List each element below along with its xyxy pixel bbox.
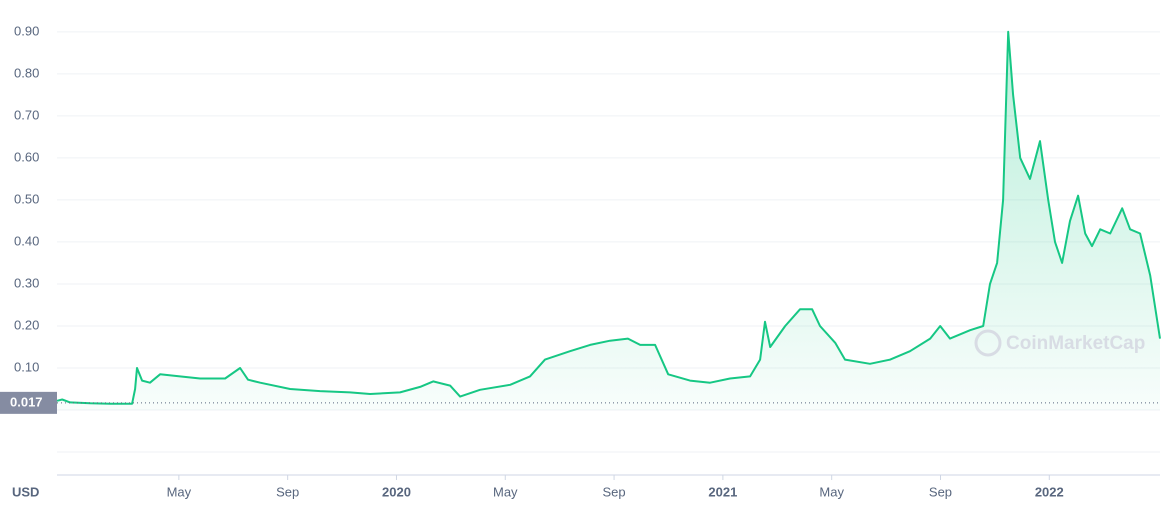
watermark-logo [974, 329, 1002, 357]
x-tick-label: Sep [276, 484, 299, 499]
y-tick-label: 0.20 [14, 317, 39, 332]
x-tick-label: May [167, 484, 192, 499]
y-tick-label: 0.90 [14, 23, 39, 38]
x-tick-label: 2021 [708, 484, 737, 499]
x-tick-label: May [493, 484, 518, 499]
x-tick-label: Sep [603, 484, 626, 499]
x-tick-label: 2022 [1035, 484, 1064, 499]
x-tick-label: Sep [929, 484, 952, 499]
price-line [56, 30, 1161, 405]
last-price-label: 0.017 [10, 394, 43, 409]
watermark: CoinMarketCap [1006, 333, 1145, 354]
y-tick-label: 0.70 [14, 107, 39, 122]
area [57, 31, 1160, 411]
x-tick-label: 2020 [382, 484, 411, 499]
y-tick-label: 0.30 [14, 275, 39, 290]
unit-label: USD [12, 484, 39, 499]
y-tick-label: 0.80 [14, 65, 39, 80]
x-tick-label: May [819, 484, 844, 499]
y-tick-label: 0.60 [14, 149, 39, 164]
last-price-box [0, 391, 57, 414]
y-tick-label: 0.50 [14, 191, 39, 206]
y-tick-label: 0.10 [14, 359, 39, 374]
y-tick-label: 0.40 [14, 233, 39, 248]
